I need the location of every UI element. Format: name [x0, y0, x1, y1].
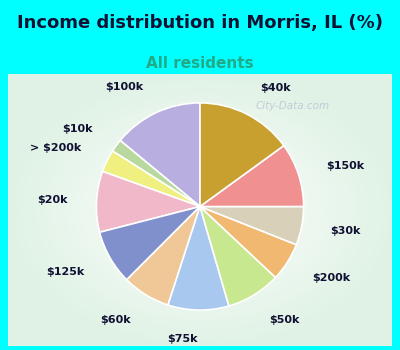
Wedge shape — [200, 206, 304, 245]
Wedge shape — [200, 103, 284, 206]
Text: $30k: $30k — [330, 226, 361, 236]
Text: $10k: $10k — [62, 124, 93, 134]
Text: $75k: $75k — [168, 334, 198, 344]
Wedge shape — [200, 146, 304, 206]
Text: City-Data.com: City-Data.com — [255, 101, 329, 111]
Text: All residents: All residents — [146, 56, 254, 71]
Wedge shape — [127, 206, 200, 305]
Wedge shape — [102, 151, 200, 206]
Text: $40k: $40k — [260, 83, 291, 93]
Wedge shape — [200, 206, 296, 278]
Wedge shape — [112, 140, 200, 206]
Text: $100k: $100k — [106, 82, 144, 91]
Text: $60k: $60k — [100, 315, 131, 324]
Text: $50k: $50k — [269, 315, 300, 324]
Wedge shape — [200, 206, 276, 306]
Wedge shape — [100, 206, 200, 280]
Wedge shape — [96, 172, 200, 232]
Text: $200k: $200k — [312, 273, 350, 282]
Wedge shape — [168, 206, 229, 310]
Text: Income distribution in Morris, IL (%): Income distribution in Morris, IL (%) — [17, 14, 383, 32]
Text: $20k: $20k — [37, 195, 68, 205]
Text: $150k: $150k — [326, 161, 364, 170]
Wedge shape — [120, 103, 200, 206]
Text: $125k: $125k — [46, 267, 85, 277]
Text: > $200k: > $200k — [30, 143, 81, 153]
